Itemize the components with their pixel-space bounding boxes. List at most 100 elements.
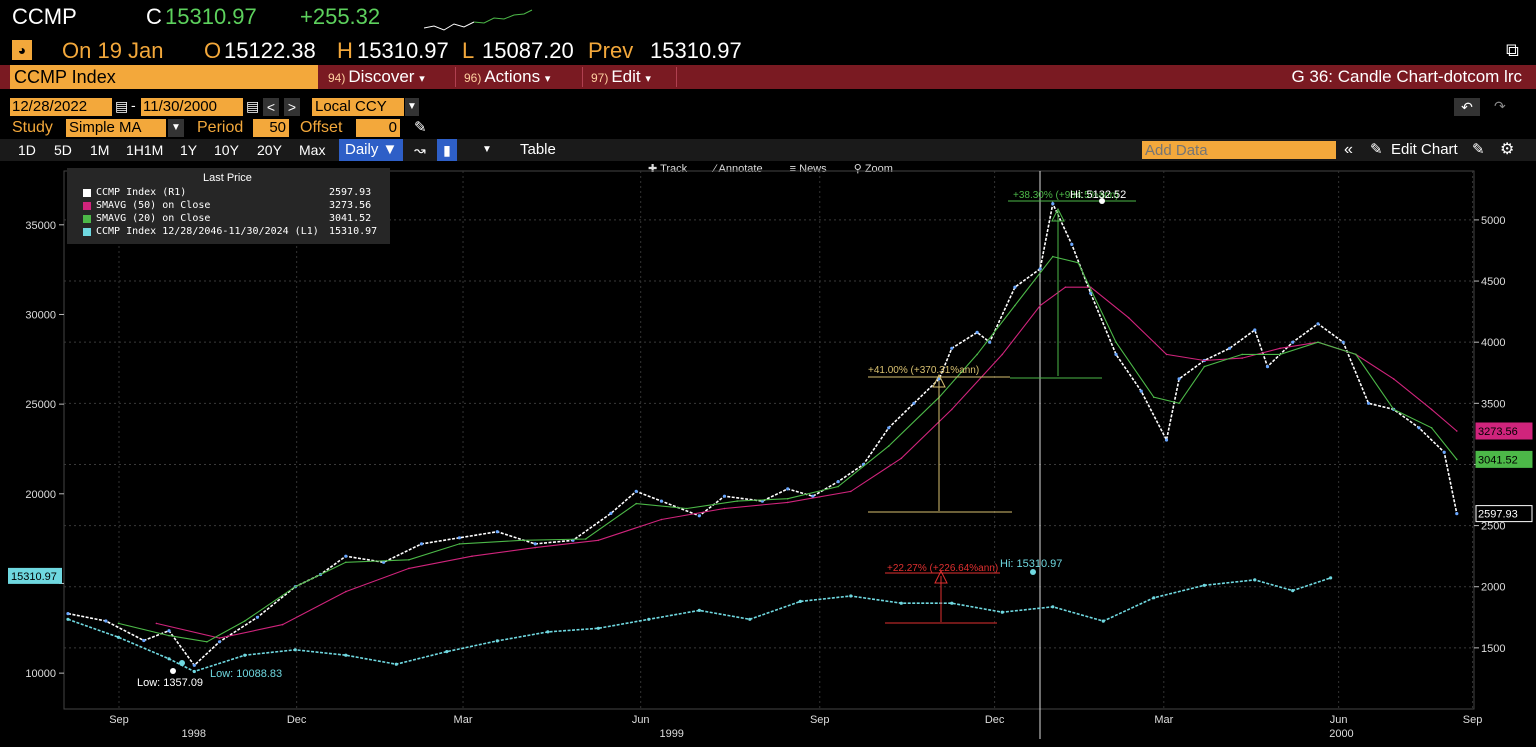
x-axis-tick-label: Jun [632, 714, 650, 726]
annotate-tool-label: Annotate [718, 163, 763, 175]
data-point [1430, 427, 1433, 429]
candle-chart-icon[interactable]: ▮ [437, 139, 457, 161]
x-axis-tick-label: Dec [985, 714, 1005, 726]
currency-select[interactable]: Local CCY [312, 98, 404, 116]
data-point [495, 639, 499, 643]
calendar-icon[interactable]: ▤ [246, 98, 260, 114]
edit-chart-button[interactable]: Edit Chart [1391, 141, 1458, 158]
zoom-tool[interactable]: ⚲ Zoom [853, 163, 893, 175]
study-select[interactable]: Simple MA [66, 119, 166, 137]
data-point [1064, 286, 1067, 288]
redo-icon[interactable]: ↷ [1494, 98, 1506, 114]
high-label: H [337, 38, 353, 63]
date-range-row: 12/28/2022 ▤ - 11/30/2000 ▤ < > Local CC… [0, 96, 1536, 118]
tab-1h1m[interactable]: 1H1M [126, 142, 164, 158]
open-label: O [204, 38, 222, 63]
add-data-input[interactable] [1142, 141, 1336, 159]
gear-icon[interactable]: ⚙ [1500, 141, 1515, 158]
data-point [495, 530, 499, 534]
edit-menu-label: Edit [611, 67, 641, 86]
sparkline-icon [424, 9, 533, 31]
undo-icon[interactable]: ↶ [1454, 98, 1480, 116]
tab-1d[interactable]: 1D [18, 142, 36, 158]
period-input[interactable]: 50 [253, 119, 289, 137]
annotate-tool[interactable]: ∕ Annotate [714, 163, 763, 175]
legend-series-name: SMAVG (50) on Close [96, 200, 211, 211]
data-point [1127, 316, 1130, 319]
data-point [168, 634, 170, 637]
data-point [1000, 610, 1004, 614]
frequency-select[interactable]: Daily ▼ [339, 139, 404, 161]
tab-10y[interactable]: 10Y [214, 142, 239, 158]
pencil-icon: ✎ [1370, 141, 1383, 158]
data-point [217, 640, 222, 644]
measure-arrow [932, 373, 946, 388]
series-line [156, 286, 1458, 639]
data-point [155, 622, 158, 625]
start-date-field[interactable]: 12/28/2022 [10, 98, 112, 116]
line-chart-icon[interactable]: ↝ [414, 142, 426, 158]
calendar-icon[interactable]: ▤ [115, 98, 129, 114]
pencil-icon[interactable]: ✎ [414, 119, 427, 136]
tab-20y[interactable]: 20Y [257, 142, 282, 158]
data-point [584, 538, 587, 540]
offset-input[interactable]: 0 [356, 119, 400, 137]
price-chart[interactable]: 1500 2000 2500 3500 4000 4500 5000 10000 20000 25… [0, 161, 1536, 747]
data-point [951, 408, 953, 411]
speedometer-icon[interactable]: ◕ [12, 40, 32, 60]
data-point [1279, 353, 1281, 356]
data-point [887, 445, 890, 447]
data-point [697, 608, 701, 612]
data-point [1316, 322, 1320, 326]
legend-value: 15310.97 [329, 226, 378, 237]
end-date-field[interactable]: 11/30/2000 [141, 98, 243, 116]
tab-max[interactable]: Max [299, 142, 326, 158]
collapse-icon[interactable]: « [1344, 141, 1353, 158]
track-tool[interactable]: ✚ Track [648, 163, 688, 175]
edit-menu[interactable]: 97) Edit ▾ [585, 65, 657, 89]
legend-swatch [83, 189, 91, 197]
prev-arrow-icon[interactable]: < [263, 98, 279, 116]
data-point [66, 612, 70, 616]
legend-value: 2597.93 [329, 187, 372, 198]
right-axis-value-label: 2597.93 [1478, 509, 1518, 521]
chevron-down-icon[interactable]: ▼ [405, 98, 419, 116]
tab-1m[interactable]: 1M [90, 142, 110, 158]
tab-5d[interactable]: 5D [54, 142, 72, 158]
popout-icon[interactable]: ⧉ [1506, 40, 1519, 60]
data-point [723, 507, 726, 510]
data-point [344, 653, 348, 657]
legend-swatch [83, 228, 91, 236]
chart-legend[interactable]: Last Price CCMP Index (R1) 2597.93 SMAVG … [67, 168, 390, 244]
data-point [408, 559, 410, 561]
series-line [67, 201, 1458, 667]
security-field[interactable]: CCMP Index [10, 65, 318, 89]
table-tab[interactable]: Table [520, 141, 556, 158]
next-arrow-icon[interactable]: > [284, 98, 300, 116]
chevron-down-icon[interactable]: ▼ [482, 144, 492, 155]
menu-divider [455, 67, 456, 87]
measure-arrow [934, 569, 948, 584]
high-marker [1099, 198, 1105, 204]
low-annotation: Low: 1357.09 [137, 677, 203, 689]
chart-settings-icon[interactable]: ✎ [1472, 141, 1485, 158]
data-point [849, 594, 853, 598]
plot-frame [63, 170, 1475, 710]
chevron-down-icon[interactable]: ▼ [168, 119, 184, 137]
data-point [1417, 426, 1421, 430]
data-point [1366, 401, 1371, 405]
data-point [836, 480, 840, 484]
x-axis-tick-label: Mar [454, 714, 473, 726]
tab-1y[interactable]: 1Y [180, 142, 198, 158]
data-point [546, 630, 550, 634]
data-point [950, 346, 954, 350]
measure-arrow [1051, 207, 1065, 222]
left-axis-tick-label: 10000 [25, 668, 56, 680]
actions-menu[interactable]: 96) Actions ▾ [458, 65, 556, 89]
data-point [255, 615, 259, 619]
range-dash: - [131, 97, 136, 113]
discover-menu[interactable]: 94) Discover ▾ [322, 65, 431, 89]
data-point [1051, 202, 1055, 206]
data-point [1038, 267, 1042, 271]
legend-value: 3041.52 [329, 213, 372, 224]
